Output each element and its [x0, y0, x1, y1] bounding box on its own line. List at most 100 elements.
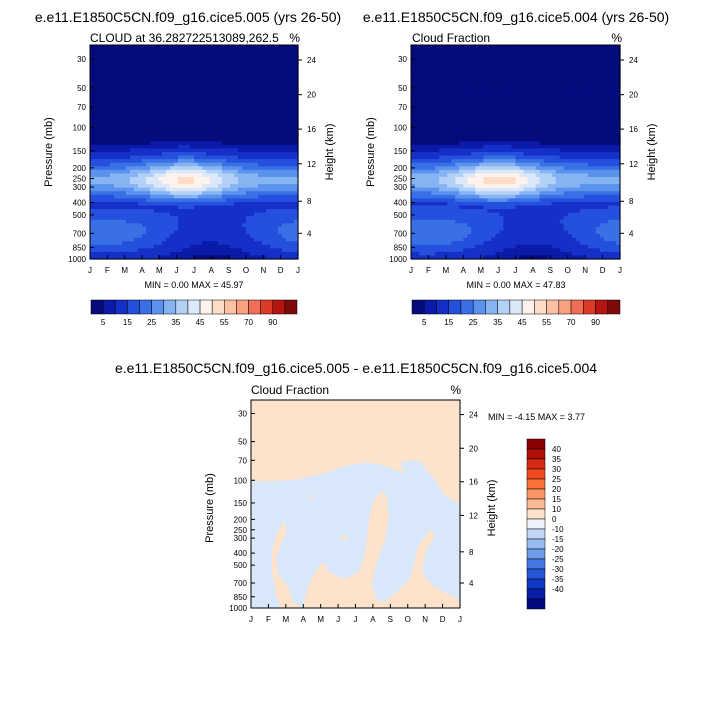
panel1-cell — [258, 137, 263, 142]
panel1-ptick-label: 1000 — [68, 255, 86, 264]
panel1-cell — [194, 144, 199, 150]
panel2-cell — [499, 173, 505, 178]
panel2-cell — [479, 127, 484, 132]
panel2-cell — [419, 116, 424, 121]
panel1-cell — [146, 102, 151, 107]
panel1-cell — [190, 244, 195, 249]
panel1-colorbar: 5 15 25 35 45 55 70 90 — [90, 299, 298, 327]
panel1-cell — [250, 173, 255, 178]
panel1-cell — [186, 59, 191, 64]
panel1-cell — [134, 209, 139, 214]
panel2-cell — [451, 69, 456, 75]
panel1-cell — [170, 209, 175, 214]
panel1-cell — [210, 62, 215, 67]
panel1-cell — [162, 194, 167, 199]
panel2-cell — [463, 109, 468, 114]
panel1-cell — [262, 226, 267, 232]
panel1-cell — [270, 205, 275, 210]
panel2-cell — [471, 219, 476, 224]
panel2-cell — [415, 209, 420, 214]
panel2-cell — [503, 234, 509, 239]
panel1-colorbar-box — [151, 299, 164, 315]
panel2-cell — [455, 137, 460, 142]
panel2-cell — [471, 226, 476, 232]
panel1-cell — [222, 209, 227, 214]
panel1-cell — [146, 180, 151, 185]
panel1-cell — [154, 94, 159, 100]
panel2-cell — [423, 62, 428, 67]
panel1-cell — [138, 116, 143, 121]
panel2-cell — [475, 162, 480, 167]
panel1-cell — [94, 194, 99, 199]
panel1-cell — [182, 73, 187, 78]
panel1-cell — [190, 66, 195, 71]
panel1-cell — [286, 226, 291, 232]
panel1-cell — [174, 80, 179, 85]
panel2-cell — [511, 226, 517, 232]
panel1-cell — [274, 116, 279, 121]
panel1-cell — [126, 109, 131, 114]
panel2-cell — [483, 162, 488, 167]
panel2-cell — [491, 173, 496, 178]
panel1-cell — [230, 55, 235, 60]
panel1-cell — [234, 209, 239, 214]
panel1-cell — [106, 194, 111, 199]
panel1-cell — [190, 187, 195, 192]
panel1-cell — [202, 52, 207, 57]
panel1-cell — [226, 237, 231, 242]
panel1-cell — [142, 209, 147, 214]
panel2-cell — [499, 176, 505, 182]
panel1-cell — [162, 116, 167, 121]
panel1-cell — [142, 162, 147, 167]
panel1-cell — [262, 187, 267, 192]
panel2-cell — [447, 80, 452, 85]
panel2-cell — [427, 59, 432, 64]
panel2-cell — [467, 80, 472, 85]
panel2-cell — [459, 45, 464, 50]
panel1-cell — [226, 105, 231, 110]
panel1-cell — [154, 109, 159, 114]
panel2-cell — [471, 134, 476, 139]
panel1-ptick-label: 30 — [77, 55, 86, 64]
panel1-cell — [246, 169, 251, 174]
panel2-cell — [467, 194, 472, 199]
panel1-cell — [114, 209, 119, 214]
panel1-cell — [258, 219, 263, 224]
panel1-cell — [290, 52, 295, 57]
panel1-cell — [278, 137, 283, 142]
panel2-cell — [415, 87, 420, 92]
panel1-cell — [262, 169, 267, 174]
panel1-cell — [202, 141, 207, 146]
panel2-cell — [503, 205, 509, 210]
panel1-cell — [130, 112, 135, 117]
panel2-cell — [423, 80, 428, 85]
panel2-cell — [527, 137, 533, 142]
panel1-cell — [190, 173, 195, 178]
panel1-cell — [274, 69, 279, 75]
panel1-cell — [266, 144, 271, 150]
panel1-cell — [230, 141, 235, 146]
panel1-cell — [182, 201, 187, 207]
panel1-cell — [254, 230, 259, 235]
panel1-cell — [146, 148, 151, 153]
panel1-cell — [258, 77, 263, 82]
panel1-cell — [230, 241, 235, 246]
panel2-cell — [431, 102, 436, 107]
panel1-cell — [222, 244, 227, 249]
panel1-cell — [214, 123, 219, 128]
panel2-cell — [523, 191, 529, 196]
panel2-cell — [491, 84, 496, 89]
panel2-cell — [455, 77, 460, 82]
panel2-cell — [451, 159, 456, 164]
panel2-cell — [515, 159, 521, 164]
panel1-cell — [154, 244, 159, 249]
panel2-cell — [459, 105, 464, 110]
panel1-cell — [154, 59, 159, 64]
panel1-cell — [290, 230, 295, 235]
panel2-cell — [431, 184, 436, 189]
panel2-cell — [439, 244, 444, 249]
panel1-cell — [106, 162, 111, 167]
panel1-cell — [174, 155, 179, 160]
panel1-cell — [158, 62, 163, 67]
panel1-cell — [198, 166, 203, 171]
